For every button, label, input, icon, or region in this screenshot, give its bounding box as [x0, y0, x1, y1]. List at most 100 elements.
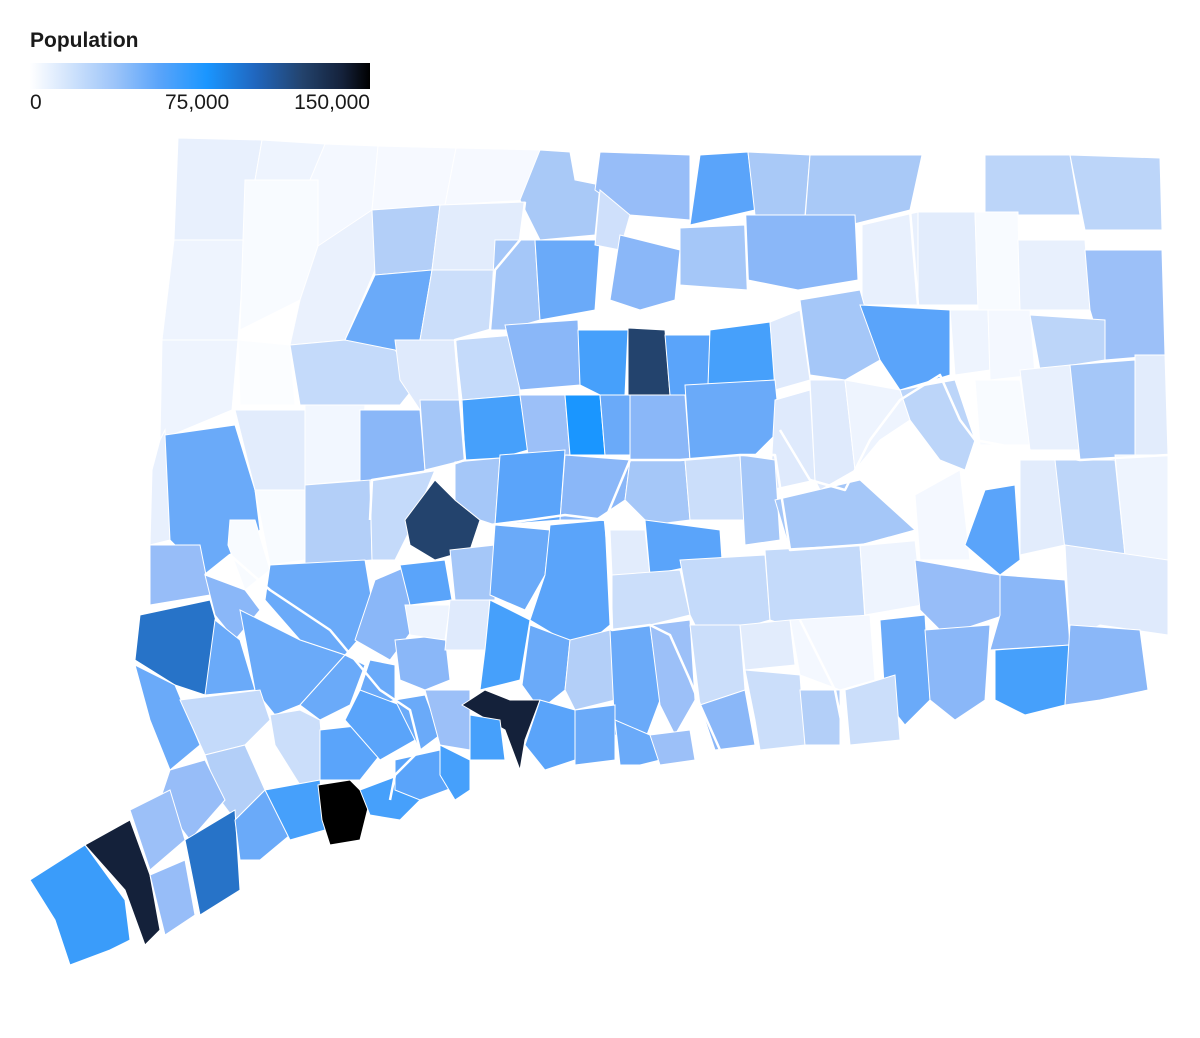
town-region[interactable] — [914, 559, 1006, 636]
town-region[interactable] — [1064, 624, 1149, 706]
town-region[interactable] — [444, 599, 491, 651]
town-region[interactable] — [624, 459, 691, 526]
town-region[interactable] — [924, 624, 991, 721]
town-region[interactable] — [469, 714, 506, 761]
town-region[interactable] — [419, 399, 466, 471]
town-region[interactable] — [859, 539, 923, 616]
town-region[interactable] — [629, 394, 691, 461]
town-region[interactable] — [317, 779, 371, 846]
town-region[interactable] — [419, 269, 496, 341]
color-legend: Population 0 75,000 150,000 — [30, 28, 375, 119]
town-region[interactable] — [689, 151, 756, 226]
town-region[interactable] — [454, 457, 501, 526]
town-region[interactable] — [1134, 354, 1169, 461]
town-region[interactable] — [494, 449, 566, 526]
town-region[interactable] — [304, 479, 373, 566]
town-region[interactable] — [599, 394, 631, 456]
county-boundary — [908, 209, 920, 306]
town-region[interactable] — [134, 664, 201, 771]
town-region[interactable] — [149, 544, 211, 606]
town-region[interactable] — [614, 719, 661, 766]
legend-ticks: 0 75,000 150,000 — [30, 91, 375, 119]
town-region[interactable] — [564, 629, 616, 711]
town-region[interactable] — [789, 614, 876, 691]
town-region[interactable] — [984, 154, 1081, 216]
town-region[interactable] — [184, 809, 241, 916]
town-region[interactable] — [974, 379, 1031, 446]
town-region[interactable] — [859, 304, 951, 391]
town-region[interactable] — [519, 394, 571, 456]
town-region[interactable] — [609, 234, 681, 311]
town-region[interactable] — [149, 428, 171, 546]
town-region[interactable] — [739, 454, 781, 546]
town-region[interactable] — [679, 224, 749, 291]
town-region[interactable] — [964, 484, 1021, 576]
town-region[interactable] — [237, 339, 296, 406]
town-region[interactable] — [29, 844, 131, 966]
town-region[interactable] — [534, 239, 601, 321]
town-region[interactable] — [747, 151, 811, 216]
town-region[interactable] — [371, 145, 457, 211]
town-region[interactable] — [804, 154, 923, 226]
town-region[interactable] — [371, 204, 441, 276]
town-region[interactable] — [899, 379, 976, 471]
town-region[interactable] — [1069, 359, 1136, 461]
town-region[interactable] — [489, 239, 541, 331]
town-region[interactable] — [914, 469, 971, 561]
town-region[interactable] — [707, 321, 776, 386]
town-region[interactable] — [744, 669, 806, 751]
town-region[interactable] — [449, 544, 496, 601]
town-region[interactable] — [404, 604, 451, 641]
town-region[interactable] — [1054, 459, 1126, 556]
town-region[interactable] — [461, 394, 529, 461]
town-region[interactable] — [524, 699, 576, 771]
towns — [29, 137, 1169, 966]
town-region[interactable] — [574, 704, 616, 766]
town-region[interactable] — [439, 744, 471, 801]
town-region[interactable] — [744, 214, 859, 291]
town-region[interactable] — [1029, 314, 1106, 371]
town-region[interactable] — [577, 329, 629, 396]
town-region[interactable] — [649, 619, 696, 737]
town-region[interactable] — [304, 404, 366, 486]
town-region[interactable] — [949, 309, 991, 376]
town-region[interactable] — [461, 689, 541, 772]
town-region[interactable] — [269, 709, 326, 786]
town-region[interactable] — [627, 327, 671, 396]
town-region[interactable] — [564, 394, 606, 456]
town-region[interactable] — [159, 339, 239, 441]
county-boundary — [489, 513, 722, 751]
town-region[interactable] — [594, 151, 691, 221]
town-region[interactable] — [1069, 154, 1163, 231]
town-region[interactable] — [234, 789, 291, 861]
town-region[interactable] — [489, 524, 551, 611]
town-region[interactable] — [1017, 239, 1091, 311]
town-region[interactable] — [399, 559, 453, 606]
legend-tick-min: 0 — [30, 91, 42, 115]
town-region[interactable] — [861, 211, 919, 306]
town-region[interactable] — [799, 289, 881, 381]
town-region[interactable] — [179, 689, 271, 756]
town-region[interactable] — [989, 574, 1071, 651]
town-region[interactable] — [917, 211, 979, 306]
town-region[interactable] — [684, 379, 781, 461]
town-region[interactable] — [84, 819, 161, 946]
town-region[interactable] — [994, 644, 1071, 716]
town-region[interactable] — [974, 211, 1021, 311]
town-region[interactable] — [649, 729, 696, 766]
town-region[interactable] — [149, 859, 196, 936]
town-region[interactable] — [161, 239, 246, 341]
town-region[interactable] — [479, 599, 531, 691]
town-region[interactable] — [799, 689, 841, 746]
town-region[interactable] — [844, 379, 911, 472]
town-region[interactable] — [809, 379, 856, 491]
town-region[interactable] — [844, 674, 901, 746]
town-region[interactable] — [609, 529, 651, 576]
town-region[interactable] — [739, 619, 796, 671]
town-region[interactable] — [344, 689, 416, 761]
legend-title: Population — [30, 29, 139, 52]
town-region[interactable] — [521, 624, 571, 711]
town-region[interactable] — [394, 634, 451, 691]
town-region[interactable] — [684, 454, 746, 521]
town-region[interactable] — [299, 654, 366, 721]
